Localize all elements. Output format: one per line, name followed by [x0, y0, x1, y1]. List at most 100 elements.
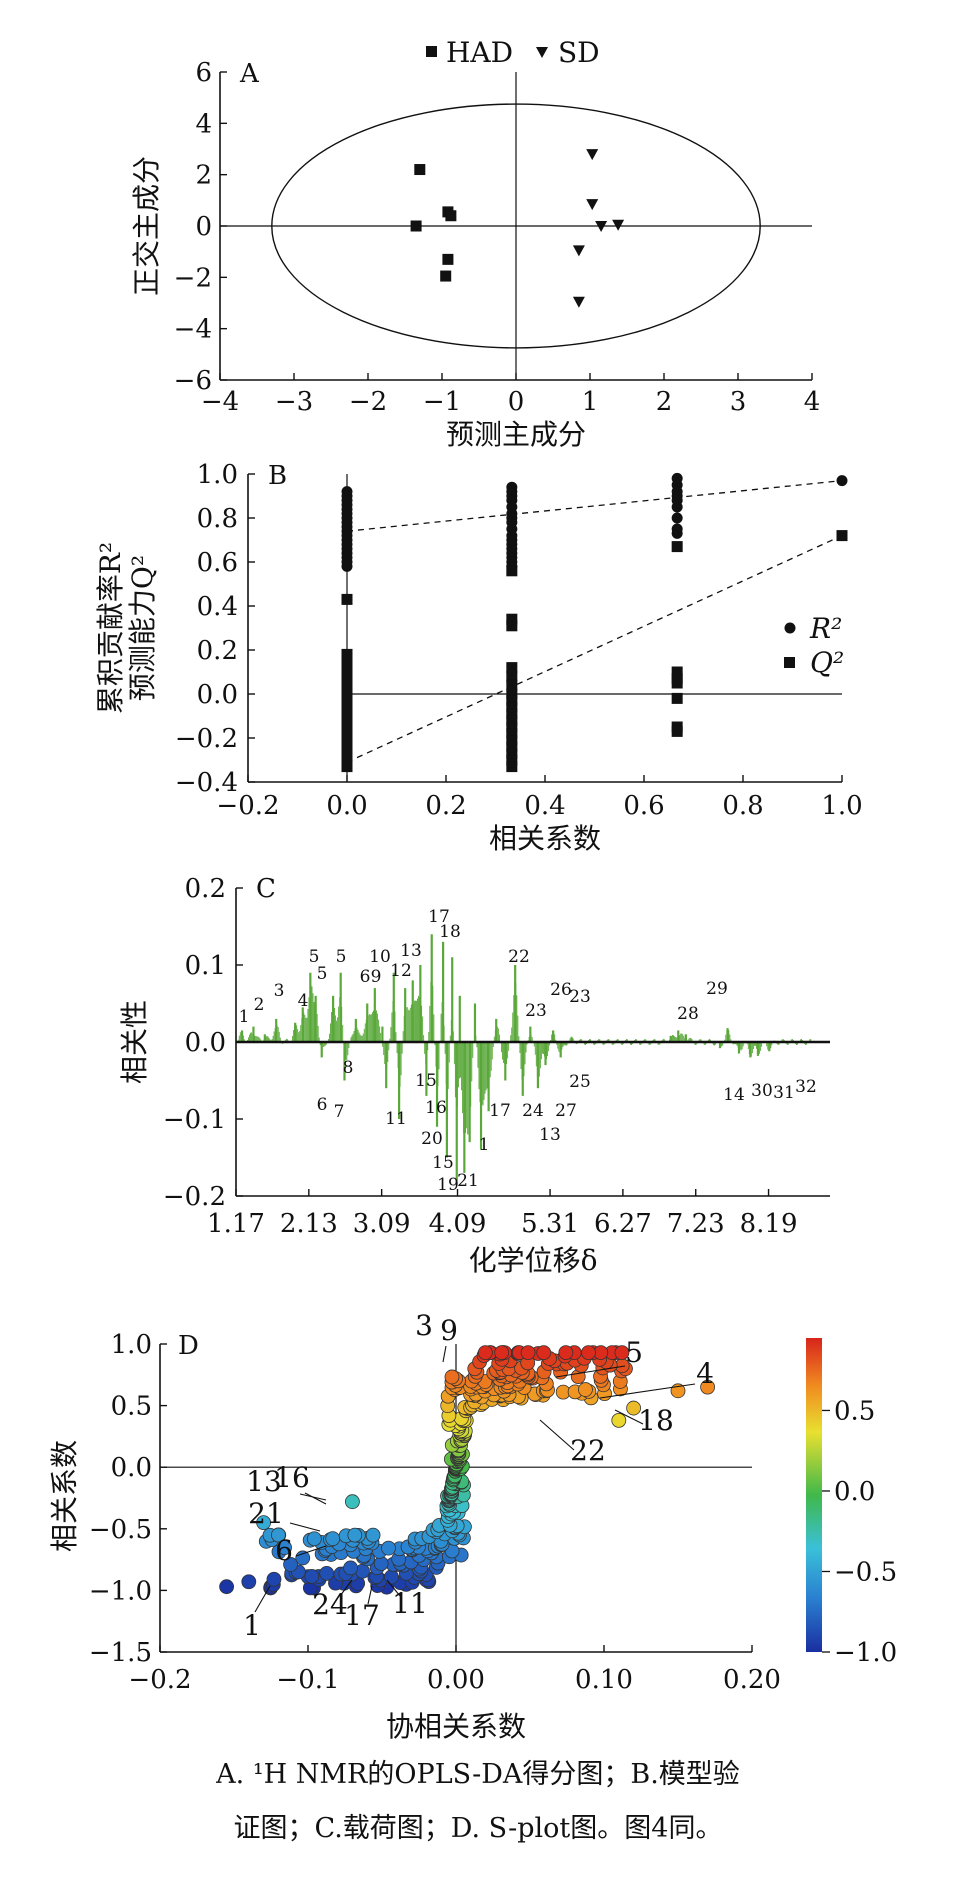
had-point: [410, 220, 422, 232]
colorbar-tick-label: 0.0: [834, 1477, 875, 1507]
point-label: 13: [246, 1465, 282, 1498]
panel-label: A: [239, 59, 260, 89]
x-tick-label: 3: [730, 387, 747, 417]
r2-point: [671, 527, 683, 539]
q2-point: [341, 692, 353, 704]
r2-point: [836, 475, 848, 487]
peak-annotation: 28: [677, 1004, 699, 1024]
legend-marker-q2: [784, 657, 795, 668]
peak-annotation: 32: [795, 1077, 817, 1097]
legend-label-q2: Q²: [810, 646, 844, 679]
colorbar-tick-label: −1.0: [834, 1638, 897, 1668]
x-tick-label: −4: [201, 387, 239, 417]
y-axis-label: 相关系数: [48, 1440, 81, 1552]
s-plot-point: [277, 1540, 292, 1556]
s-plot-point: [578, 1382, 593, 1397]
s-plot-point: [477, 1345, 493, 1361]
label-leader: [254, 1585, 271, 1613]
s-plot-point: [593, 1345, 609, 1361]
point-label: 4: [696, 1357, 714, 1390]
y-tick-label: 0.1: [185, 951, 226, 981]
had-point: [440, 270, 452, 282]
q2-point: [671, 725, 683, 737]
colorbar-tick-label: 0.5: [834, 1396, 875, 1426]
q2-point: [506, 754, 518, 766]
y-tick-label: −1.5: [89, 1638, 152, 1668]
y-axis-label: 相关性: [118, 1000, 151, 1084]
s-plot-point: [381, 1540, 396, 1556]
s-plot-point: [304, 1568, 320, 1584]
y-tick-label: 0.4: [197, 592, 238, 622]
s-plot-point: [384, 1569, 399, 1585]
legend-label-r2: R²: [809, 612, 842, 645]
panel-label: C: [256, 874, 276, 904]
q2-point: [506, 565, 518, 577]
peak-annotation: 9: [371, 967, 382, 987]
label-leader: [367, 1585, 373, 1605]
q2-point: [341, 666, 353, 678]
panel-d: −0.2 −0.1 0.00 0.10 0.20 1.0 0.5 0.0 −0.5 −1.0 −1.…: [48, 1309, 897, 1743]
s-plot-point: [344, 1494, 360, 1510]
regression-line: [346, 479, 843, 532]
colorbar: [806, 1338, 822, 1652]
peak-annotation: 7: [334, 1102, 345, 1122]
peak-annotation: 13: [539, 1125, 561, 1145]
q2-point: [671, 677, 683, 689]
legend-label-sd: SD: [558, 36, 600, 69]
label-leader: [599, 1383, 696, 1399]
peak-annotation: 26: [550, 980, 572, 1000]
peak-annotation: 27: [555, 1101, 577, 1121]
s-plot-point: [611, 1412, 627, 1428]
sd-point: [586, 199, 599, 211]
peak-annotation: 17: [489, 1101, 511, 1121]
peak-annotation: 4: [298, 991, 309, 1011]
y-tick-label: −6: [174, 366, 212, 396]
peak-annotation: 6: [317, 1095, 328, 1115]
x-tick-label: 1.0: [821, 791, 862, 821]
point-label: 21: [248, 1497, 284, 1530]
r2-point: [671, 501, 683, 513]
s-plot-point: [494, 1345, 510, 1361]
x-tick-label: 0.20: [723, 1665, 781, 1695]
s-plot-point: [306, 1531, 322, 1547]
label-leader: [289, 1522, 321, 1532]
point-label: 1: [243, 1609, 261, 1642]
y-tick-label: 0.8: [197, 504, 238, 534]
x-tick-label: 0.10: [575, 1665, 633, 1695]
sd-point: [572, 245, 585, 257]
point-label: 24: [312, 1588, 348, 1621]
regression-line: [346, 535, 843, 763]
y-tick-label: −0.5: [89, 1515, 152, 1545]
y-tick-label: 6: [195, 58, 212, 88]
peak-annotation: 5: [309, 947, 320, 967]
peak-annotation: 12: [390, 961, 412, 981]
s-plot-point: [219, 1579, 235, 1595]
s-plot-point: [295, 1550, 311, 1566]
q2-point: [506, 662, 518, 674]
x-axis-label: 相关系数: [489, 822, 601, 855]
y-tick-label: 0.0: [197, 680, 238, 710]
sd-point: [595, 221, 608, 232]
s-plot-point: [614, 1345, 630, 1361]
y-tick-label: 2: [195, 161, 212, 191]
x-tick-label: 2: [656, 387, 673, 417]
x-axis-label: 协相关系数: [386, 1710, 526, 1743]
point-label: 6: [275, 1534, 293, 1567]
s-plot-point: [270, 1527, 286, 1543]
peak-annotation: 22: [508, 947, 530, 967]
r2-point: [341, 560, 353, 572]
s-plot-point: [536, 1345, 552, 1361]
s-plot-point: [520, 1345, 536, 1361]
peak-annotation: 3: [274, 981, 285, 1001]
label-leader: [614, 1409, 644, 1425]
q2-point: [341, 717, 353, 729]
peak-annotation: 1: [239, 1007, 250, 1027]
peak-annotation: 16: [425, 1098, 447, 1118]
sd-point: [612, 219, 625, 231]
x-tick-label: 4.09: [429, 1209, 487, 1239]
y-tick-label: −0.2: [175, 724, 238, 754]
x-tick-label: 8.19: [740, 1209, 798, 1239]
x-tick-label: 0.00: [427, 1665, 485, 1695]
